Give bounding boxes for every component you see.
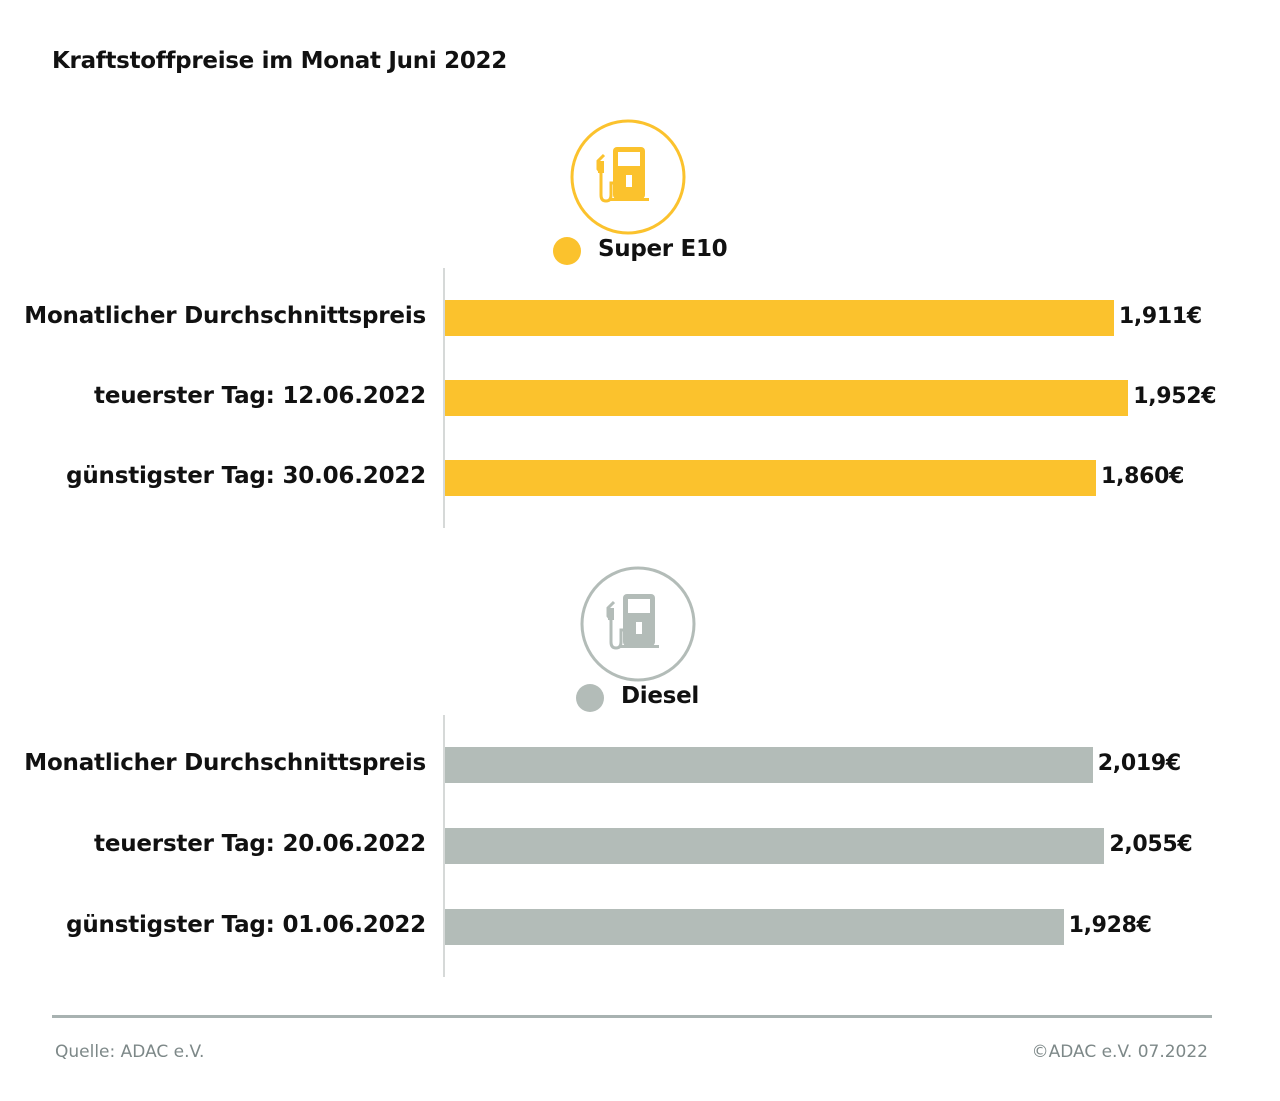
category-axis [443, 715, 445, 977]
value-label: 1,860€ [1101, 464, 1185, 489]
bar [445, 747, 1093, 783]
value-label: 2,055€ [1109, 832, 1193, 857]
bar [445, 380, 1129, 416]
category-label: teuerster Tag: 20.06.2022 [94, 831, 426, 857]
footer-divider [52, 1015, 1212, 1018]
category-label: Monatlicher Durchschnittspreis [24, 303, 426, 329]
value-label: 1,911€ [1118, 304, 1202, 329]
bar [445, 460, 1096, 496]
legend-label: Super E10 [598, 236, 728, 262]
copyright-note: ©ADAC e.V. 07.2022 [1031, 1042, 1208, 1062]
source-note: Quelle: ADAC e.V. [55, 1042, 205, 1062]
fuel-pump-icon [570, 119, 686, 235]
legend-swatch [576, 684, 604, 712]
category-label: günstigster Tag: 30.06.2022 [66, 463, 426, 489]
value-label: 2,019€ [1097, 751, 1181, 776]
bar [445, 300, 1114, 336]
bar [445, 909, 1064, 945]
value-label: 1,952€ [1133, 384, 1217, 409]
bar [445, 828, 1105, 864]
legend-label: Diesel [621, 683, 699, 709]
value-label: 1,928€ [1068, 913, 1152, 938]
category-label: Monatlicher Durchschnittspreis [24, 750, 426, 776]
category-label: günstigster Tag: 01.06.2022 [66, 912, 426, 938]
fuel-pump-icon [580, 566, 696, 682]
category-label: teuerster Tag: 12.06.2022 [94, 383, 426, 409]
chart-title: Kraftstoffpreise im Monat Juni 2022 [52, 48, 507, 74]
legend-swatch [553, 237, 581, 265]
category-axis [443, 268, 445, 528]
